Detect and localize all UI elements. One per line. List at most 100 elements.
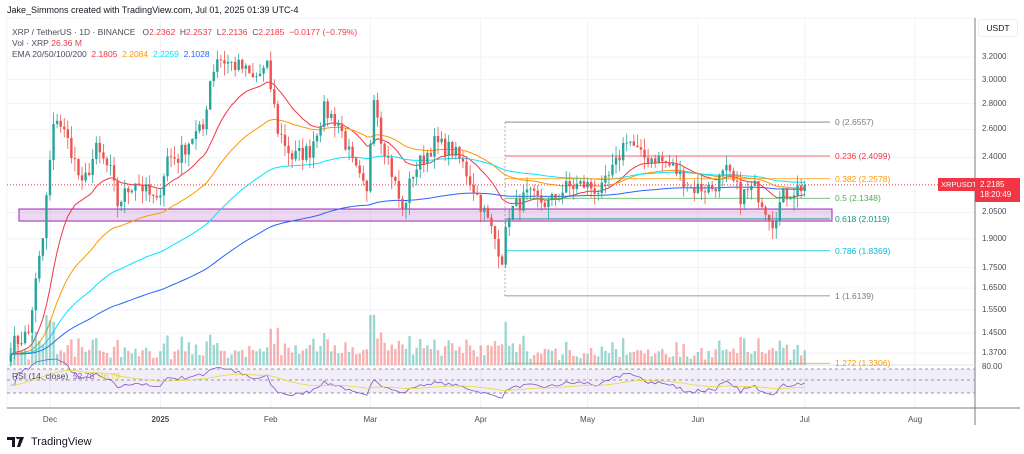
volume-bar: [700, 347, 703, 365]
candle-body: [753, 180, 757, 186]
volume-bar: [354, 354, 358, 365]
candle-body: [476, 192, 479, 195]
candle-body: [493, 226, 497, 239]
candle-body: [479, 194, 482, 212]
candle-body: [728, 165, 732, 171]
time-tick: 2025: [151, 415, 170, 424]
rsi-band: [7, 369, 975, 393]
volume-bar: [728, 351, 732, 365]
volume-bar: [376, 338, 379, 365]
volume-bar: [675, 342, 678, 365]
candle-body: [226, 61, 230, 64]
credit-text: Jake_Simmons created with TradingView.co…: [7, 5, 299, 15]
candle-body: [771, 221, 774, 229]
candle-body: [415, 169, 418, 177]
candle-body: [397, 180, 401, 199]
volume-bar: [561, 354, 564, 365]
candle-body: [451, 141, 454, 156]
last-price-tag: 2.2185 18:20:49: [975, 178, 1020, 202]
candle-body: [98, 142, 102, 153]
candle-body: [55, 120, 59, 124]
volume-legend[interactable]: Vol · XRP 26.36 M: [12, 38, 82, 48]
volume-bar: [547, 349, 550, 365]
open-value: 2.2362: [149, 27, 176, 37]
volume-bar: [137, 356, 141, 365]
candle-body: [294, 150, 297, 160]
time-tick: Dec: [42, 415, 58, 424]
symbol-title[interactable]: XRP / TetherUS · 1D · BINANCE: [12, 27, 136, 37]
currency-unit[interactable]: USDT: [978, 19, 1018, 37]
volume-bar: [262, 351, 265, 365]
candle-body: [166, 156, 169, 177]
volume-bar: [465, 339, 468, 365]
candle-body: [579, 181, 582, 184]
volume-bar: [604, 350, 607, 365]
volume-bar: [451, 343, 454, 365]
volume-bar: [557, 360, 561, 365]
volume-bar: [298, 353, 301, 365]
rsi-tick: 80.00: [982, 362, 1003, 371]
volume-bar: [205, 341, 208, 365]
candle-body: [251, 73, 255, 78]
candle-body: [593, 188, 596, 194]
change-value: −0.0177 (−0.79%): [289, 27, 358, 37]
volume-bar: [579, 358, 582, 365]
volume-bar: [476, 356, 479, 365]
candle-body: [223, 60, 226, 64]
volume-bar: [682, 344, 685, 365]
candle-body: [269, 60, 272, 90]
volume-bar: [166, 335, 169, 365]
volume-bar: [248, 346, 251, 365]
candle-body: [686, 187, 689, 188]
volume-bar: [678, 357, 682, 365]
candle-body: [778, 202, 781, 222]
candle-body: [696, 183, 700, 193]
candle-body: [789, 198, 792, 200]
candle-body: [144, 184, 148, 192]
rsi-legend[interactable]: RSI (14, close) 52.78 46.79: [12, 371, 121, 381]
candle-body: [63, 126, 66, 130]
candle-body: [607, 175, 611, 177]
volume-bar: [654, 353, 657, 365]
volume-bar: [340, 352, 344, 365]
volume-bar: [48, 320, 52, 365]
tradingview-logo[interactable]: TradingView: [7, 436, 92, 448]
high-value: 2.2537: [186, 27, 213, 37]
ema-legend[interactable]: EMA 20/50/100/200 2.1805 2.2084 2.2259 2…: [12, 49, 210, 59]
volume-bar: [169, 359, 173, 365]
candle-body: [604, 175, 607, 183]
volume-bar: [572, 355, 575, 365]
candle-body: [162, 176, 166, 196]
candle-body: [732, 170, 735, 181]
candle-body: [508, 218, 511, 228]
volume-bar: [408, 336, 411, 365]
volume-bar: [159, 351, 162, 365]
candle-body: [664, 161, 668, 163]
candle-body: [458, 146, 461, 159]
volume-bar: [532, 355, 536, 365]
candle-body: [102, 152, 105, 159]
candle-body: [525, 189, 529, 193]
volume-bar: [668, 357, 671, 365]
volume-bar: [799, 355, 803, 365]
volume-bar: [112, 346, 116, 365]
volume-bar: [632, 351, 636, 365]
candle-body: [205, 109, 208, 130]
volume-bar: [422, 347, 425, 365]
candle-body: [340, 123, 344, 132]
price-tick: 1.3700: [982, 348, 1007, 358]
volume-bar: [582, 353, 586, 365]
volume-bar: [415, 347, 418, 365]
volume-bar: [593, 354, 596, 365]
volume-bar: [515, 352, 518, 365]
candle-body: [650, 158, 653, 163]
volume-bar: [34, 331, 37, 365]
volume-bar: [337, 353, 340, 365]
candle-body: [84, 172, 87, 181]
time-tick: Apr: [474, 415, 487, 424]
volume-bar: [746, 352, 749, 365]
candle-body: [52, 123, 55, 160]
volume-bar: [362, 350, 365, 365]
volume-bar: [241, 349, 244, 365]
